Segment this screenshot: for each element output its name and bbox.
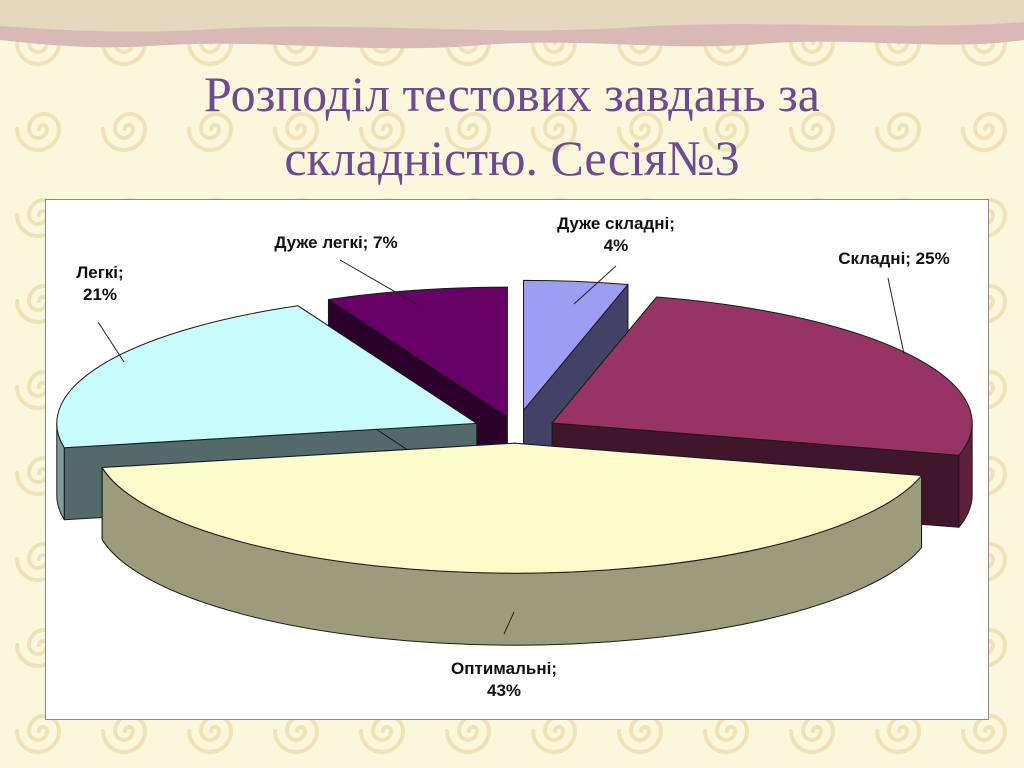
leader-line-2 xyxy=(887,277,905,355)
data-label-5: Дуже легкі; 7% xyxy=(274,233,397,252)
data-label-2: Складні; 25% xyxy=(838,249,949,268)
slide-title-line-1: Розподіл тестових завдань за xyxy=(204,66,820,122)
data-label-4-line-1: Легкі; xyxy=(76,263,123,282)
chart-area: Дуже складні; 4% Складні; 25% Оптимальні; 43… xyxy=(45,199,989,720)
data-label-5-line-1: Дуже легкі; 7% xyxy=(274,233,397,252)
data-label-3: Оптимальні; 43% xyxy=(451,659,557,700)
data-label-3-line-1: Оптимальні; xyxy=(451,659,557,678)
leader-line-3 xyxy=(503,611,515,635)
data-label-1-line-1: Дуже складні; xyxy=(557,214,675,233)
data-label-4-line-2: 21% xyxy=(83,285,117,304)
data-label-3-line-2: 43% xyxy=(487,681,521,700)
slide-title: Розподіл тестових завдань за складністю.… xyxy=(0,62,1024,190)
data-label-2-line-1: Складні; 25% xyxy=(838,249,949,268)
slide-title-line-2: складністю. Сесія№3 xyxy=(284,130,740,186)
leader-line-1 xyxy=(573,265,617,305)
data-labels: Дуже складні; 4% Складні; 25% Оптимальні; 43… xyxy=(76,214,949,700)
pie-slice-3 xyxy=(101,442,923,646)
leader-line-5 xyxy=(339,259,419,306)
leader-line-4 xyxy=(97,321,125,363)
data-label-1: Дуже складні; 4% xyxy=(557,214,675,255)
data-label-1-line-2: 4% xyxy=(604,236,629,255)
pie-chart: Дуже складні; 4% Складні; 25% Оптимальні; 43… xyxy=(56,214,973,700)
data-label-4: Легкі; 21% xyxy=(76,263,123,304)
pie-slices xyxy=(56,279,973,646)
